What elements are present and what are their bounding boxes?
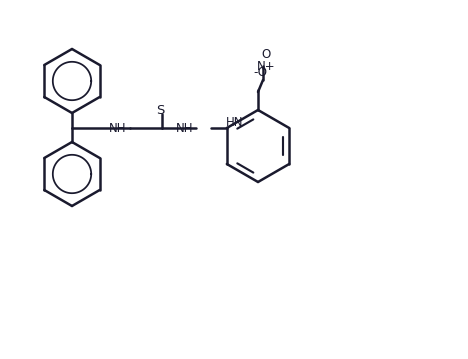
Text: O: O [261, 47, 271, 61]
Text: -O: -O [253, 65, 267, 79]
Text: NH: NH [109, 121, 127, 135]
Text: S: S [156, 103, 164, 117]
Text: NH: NH [176, 121, 194, 135]
Text: N+: N+ [256, 60, 275, 73]
Text: HN: HN [226, 117, 243, 130]
